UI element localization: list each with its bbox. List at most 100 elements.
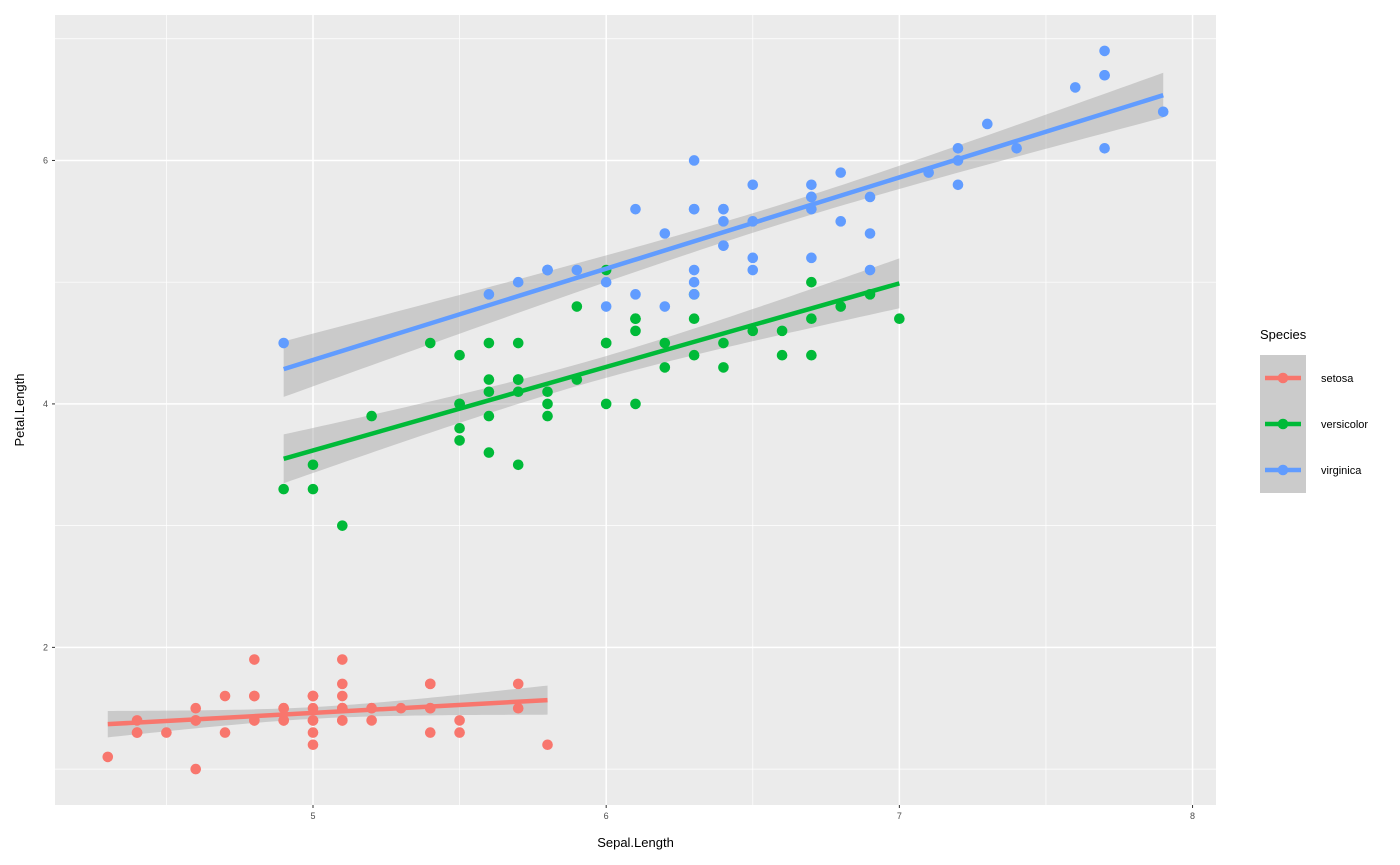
point-virginica xyxy=(1099,69,1110,81)
point-setosa xyxy=(454,727,465,738)
point-setosa xyxy=(219,727,231,738)
point-virginica xyxy=(747,252,759,264)
point-versicolor xyxy=(688,349,700,361)
legend-title: Species xyxy=(1260,327,1307,342)
point-virginica xyxy=(688,264,700,276)
point-virginica xyxy=(278,337,289,349)
x-axis-title: Sepal.Length xyxy=(597,835,674,850)
point-virginica xyxy=(483,289,495,300)
point-virginica xyxy=(1099,142,1110,154)
point-versicolor xyxy=(571,301,583,312)
point-virginica xyxy=(718,216,729,227)
y-tick-label: 2 xyxy=(43,642,48,652)
point-virginica xyxy=(747,179,759,191)
point-versicolor xyxy=(424,337,436,349)
point-versicolor xyxy=(806,276,817,288)
point-versicolor xyxy=(542,398,553,410)
point-virginica xyxy=(835,216,847,227)
y-axis-title: Petal.Length xyxy=(12,373,27,446)
point-setosa xyxy=(366,715,377,726)
point-setosa xyxy=(190,763,202,775)
point-virginica xyxy=(542,264,553,276)
point-virginica xyxy=(1011,142,1022,154)
point-setosa xyxy=(307,715,319,726)
point-setosa xyxy=(512,702,524,714)
point-virginica xyxy=(688,203,700,215)
point-setosa xyxy=(278,702,289,714)
point-versicolor xyxy=(454,349,465,361)
point-virginica xyxy=(688,155,700,166)
point-versicolor xyxy=(337,520,348,531)
point-versicolor xyxy=(688,313,700,325)
point-versicolor xyxy=(542,386,553,398)
gridlines xyxy=(55,15,1216,805)
legend: Species setosa versicolor virginica xyxy=(1260,327,1368,493)
point-virginica xyxy=(718,203,729,215)
point-versicolor xyxy=(483,447,495,458)
point-virginica xyxy=(688,289,700,300)
point-setosa xyxy=(102,751,114,763)
x-tick-label: 7 xyxy=(897,811,902,821)
point-versicolor xyxy=(483,386,495,398)
point-versicolor xyxy=(630,325,641,337)
point-setosa xyxy=(307,690,319,702)
point-versicolor xyxy=(542,410,553,422)
point-versicolor xyxy=(776,349,788,361)
point-virginica xyxy=(864,228,876,239)
point-setosa xyxy=(307,727,319,738)
point-virginica xyxy=(952,142,964,154)
point-virginica xyxy=(806,252,817,264)
point-virginica xyxy=(835,167,847,178)
point-setosa xyxy=(337,690,348,702)
point-versicolor xyxy=(454,422,465,434)
x-tick-label: 8 xyxy=(1190,811,1195,821)
point-versicolor xyxy=(718,337,729,349)
point-virginica xyxy=(659,301,671,312)
point-setosa xyxy=(337,715,348,726)
point-versicolor xyxy=(366,410,377,422)
point-setosa xyxy=(249,690,260,702)
legend-label-setosa: setosa xyxy=(1321,373,1354,385)
y-tick-label: 6 xyxy=(43,155,48,165)
point-setosa xyxy=(454,715,465,726)
point-virginica xyxy=(718,240,729,251)
point-setosa xyxy=(424,678,436,690)
regression-lines xyxy=(107,93,1164,727)
legend-point-setosa xyxy=(1277,372,1289,384)
point-versicolor xyxy=(483,337,495,349)
point-setosa xyxy=(190,702,202,714)
point-virginica xyxy=(571,264,583,276)
point-versicolor xyxy=(630,313,641,325)
point-virginica xyxy=(952,179,964,191)
point-setosa xyxy=(424,727,436,738)
point-setosa xyxy=(337,678,348,690)
point-versicolor xyxy=(659,337,671,349)
legend-point-virginica xyxy=(1277,464,1289,476)
point-virginica xyxy=(1157,106,1169,118)
point-setosa xyxy=(219,690,231,702)
point-setosa xyxy=(307,739,319,751)
point-virginica xyxy=(747,264,759,276)
point-versicolor xyxy=(806,313,817,325)
point-virginica xyxy=(982,118,993,130)
x-tick-label: 5 xyxy=(310,811,315,821)
point-versicolor xyxy=(512,459,524,471)
point-virginica xyxy=(1099,45,1110,57)
plot-panel xyxy=(55,15,1216,805)
point-versicolor xyxy=(307,483,319,495)
point-virginica xyxy=(630,289,641,300)
point-versicolor xyxy=(454,435,465,446)
axis-ticks: 5 6 7 8 2 4 6 xyxy=(43,155,1195,821)
point-setosa xyxy=(249,654,260,665)
regression-line-versicolor xyxy=(283,281,900,461)
point-virginica xyxy=(688,276,700,288)
point-versicolor xyxy=(600,398,612,410)
point-virginica xyxy=(864,264,876,276)
legend-point-versicolor xyxy=(1277,418,1289,430)
point-versicolor xyxy=(630,398,641,410)
point-versicolor xyxy=(512,374,524,385)
point-versicolor xyxy=(718,362,729,373)
point-virginica xyxy=(806,179,817,191)
legend-label-versicolor: versicolor xyxy=(1321,419,1368,431)
